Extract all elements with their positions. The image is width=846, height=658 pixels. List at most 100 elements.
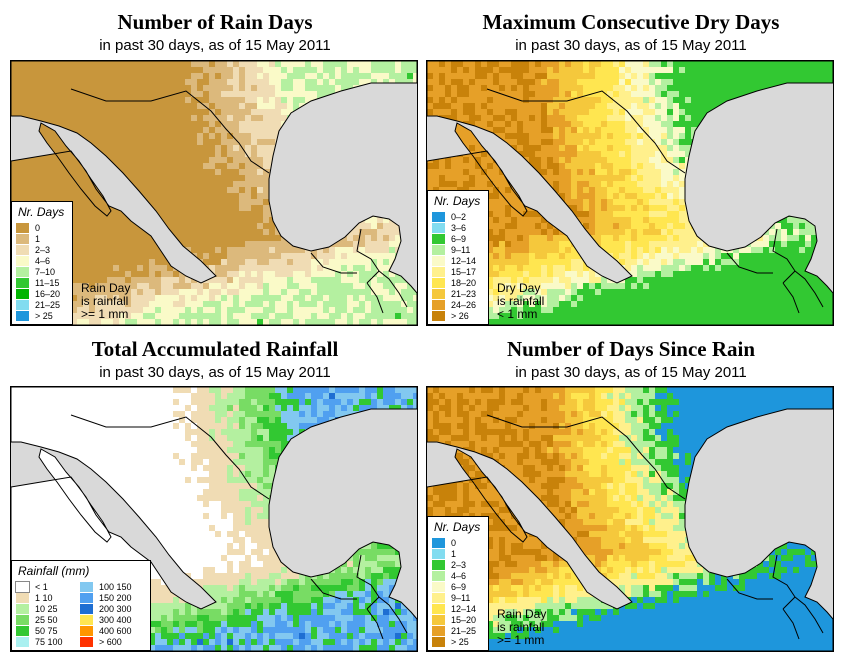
legend-swatch — [432, 559, 445, 570]
legend-item: 1 — [16, 233, 68, 244]
legend-item: 9–11 — [432, 592, 484, 603]
legend-swatch — [432, 255, 445, 266]
legend-title: Nr. Days — [434, 520, 481, 534]
legend-item: 18–20 — [432, 277, 484, 288]
legend-label: 10 25 — [35, 603, 58, 614]
panel-title-rain-days: Number of Rain Days — [117, 10, 313, 34]
legend-label: 21–25 — [35, 299, 61, 310]
legend-label: 25 50 — [35, 614, 58, 625]
definition-note: Dry Day is rainfall < 1 mm — [497, 282, 544, 321]
legend-item: 15–17 — [432, 266, 484, 277]
legend-label: > 25 — [35, 310, 53, 321]
legend-item: 200 300 — [80, 603, 144, 614]
legend-swatch — [80, 614, 93, 625]
legend-swatch — [80, 581, 93, 592]
legend-swatch — [432, 222, 445, 233]
coastline — [427, 61, 833, 325]
country-borders — [70, 414, 408, 640]
legend-title: Nr. Days — [434, 194, 481, 208]
legend-swatch — [15, 580, 30, 593]
definition-note-line: Rain Day — [497, 607, 547, 621]
legend-swatch — [432, 625, 445, 636]
definition-note: Rain Day is rainfall >= 1 mm — [81, 282, 130, 321]
legend-swatch — [16, 592, 29, 603]
legend-label: 16–20 — [35, 288, 61, 299]
legend-swatch — [16, 603, 29, 614]
legend-label: 4–6 — [35, 255, 51, 266]
legend-item: 21–23 — [432, 288, 484, 299]
legend-title: Nr. Days — [18, 205, 65, 219]
legend-item: < 1 — [15, 580, 80, 593]
legend-swatch — [16, 299, 29, 310]
panel-title-dry-days: Maximum Consecutive Dry Days — [482, 10, 780, 34]
legend-label: 1 — [451, 548, 457, 559]
legend-label: 50 75 — [35, 625, 58, 636]
definition-note-line: >= 1 mm — [81, 307, 129, 321]
legend-swatch — [432, 636, 445, 647]
definition-note-line: is rainfall — [497, 294, 545, 308]
legend-label: > 600 — [99, 636, 122, 647]
legend-item: 6–9 — [432, 233, 484, 244]
legend-swatch — [16, 244, 29, 255]
legend-item: 3–6 — [432, 222, 484, 233]
legend-swatch — [432, 570, 445, 581]
legend-swatch — [432, 548, 445, 559]
legend-label: 15–17 — [451, 266, 477, 277]
legend-swatch — [80, 636, 93, 647]
panel-subtitle-since-rain: in past 30 days, as of 15 May 2011 — [515, 364, 747, 381]
legend-swatch — [16, 310, 29, 321]
map-canvas — [427, 61, 833, 325]
legend-item: 150 200 — [80, 592, 144, 603]
legend-label: 2–3 — [451, 559, 467, 570]
legend-item: 21–25 — [432, 625, 484, 636]
country-borders — [486, 414, 824, 640]
legend-title: Rainfall (mm) — [18, 564, 90, 578]
legend-item: 0–2 — [432, 211, 484, 222]
legend-label: 6–9 — [451, 581, 467, 592]
legend-item: 4–6 — [432, 570, 484, 581]
legend-item: > 25 — [432, 636, 484, 647]
legend-item: 300 400 — [80, 614, 144, 625]
legend-item: > 25 — [16, 310, 68, 321]
legend-swatch — [432, 299, 445, 310]
legend-swatch — [16, 277, 29, 288]
panel-subtitle-accum-rain: in past 30 days, as of 15 May 2011 — [99, 364, 331, 381]
legend-label: 300 400 — [99, 614, 132, 625]
definition-note-line: Rain Day — [81, 281, 131, 295]
legend-swatch — [16, 233, 29, 244]
legend-label: 1 10 — [35, 592, 53, 603]
legend-label: 9–11 — [451, 592, 471, 603]
legend-item: 24–26 — [432, 299, 484, 310]
legend-label: 200 300 — [99, 603, 132, 614]
panel-subtitle-dry-days: in past 30 days, as of 15 May 2011 — [515, 37, 747, 54]
legend-item: 15–20 — [432, 614, 484, 625]
legend-label: 400 600 — [99, 625, 132, 636]
legend-label: 15–20 — [451, 614, 477, 625]
legend-label: 21–23 — [451, 288, 477, 299]
legend-item: 100 150 — [80, 581, 144, 592]
legend-swatch — [16, 636, 29, 647]
legend-label: 75 100 — [35, 636, 63, 647]
legend-item: 1 — [432, 548, 484, 559]
legend-label: 0 — [451, 537, 457, 548]
legend-label: 3–6 — [451, 222, 467, 233]
map-panel-rain-days: Nr. Days 0 1 2–3 4–6 7–10 11–15 16–20 21–25 > 25 R… — [10, 60, 418, 326]
legend-label: 2–3 — [35, 244, 51, 255]
map-legend: Nr. Days 0 1 2–3 4–6 7–10 11–15 16–20 21–25 > 25 — [11, 201, 73, 325]
map-canvas — [11, 61, 417, 325]
legend-item: 12–14 — [432, 255, 484, 266]
legend-label: 12–14 — [451, 255, 477, 266]
coastline — [11, 387, 417, 651]
legend-item: 11–15 — [16, 277, 68, 288]
legend-label: 21–25 — [451, 625, 477, 636]
definition-note-line: >= 1 mm — [497, 633, 545, 647]
legend-label: 7–10 — [35, 266, 56, 277]
legend-item: 4–6 — [16, 255, 68, 266]
country-borders — [70, 88, 408, 314]
legend-item: 75 100 — [16, 636, 80, 647]
legend-swatch — [16, 222, 29, 233]
legend-swatch — [16, 614, 29, 625]
legend-swatch — [432, 211, 445, 222]
